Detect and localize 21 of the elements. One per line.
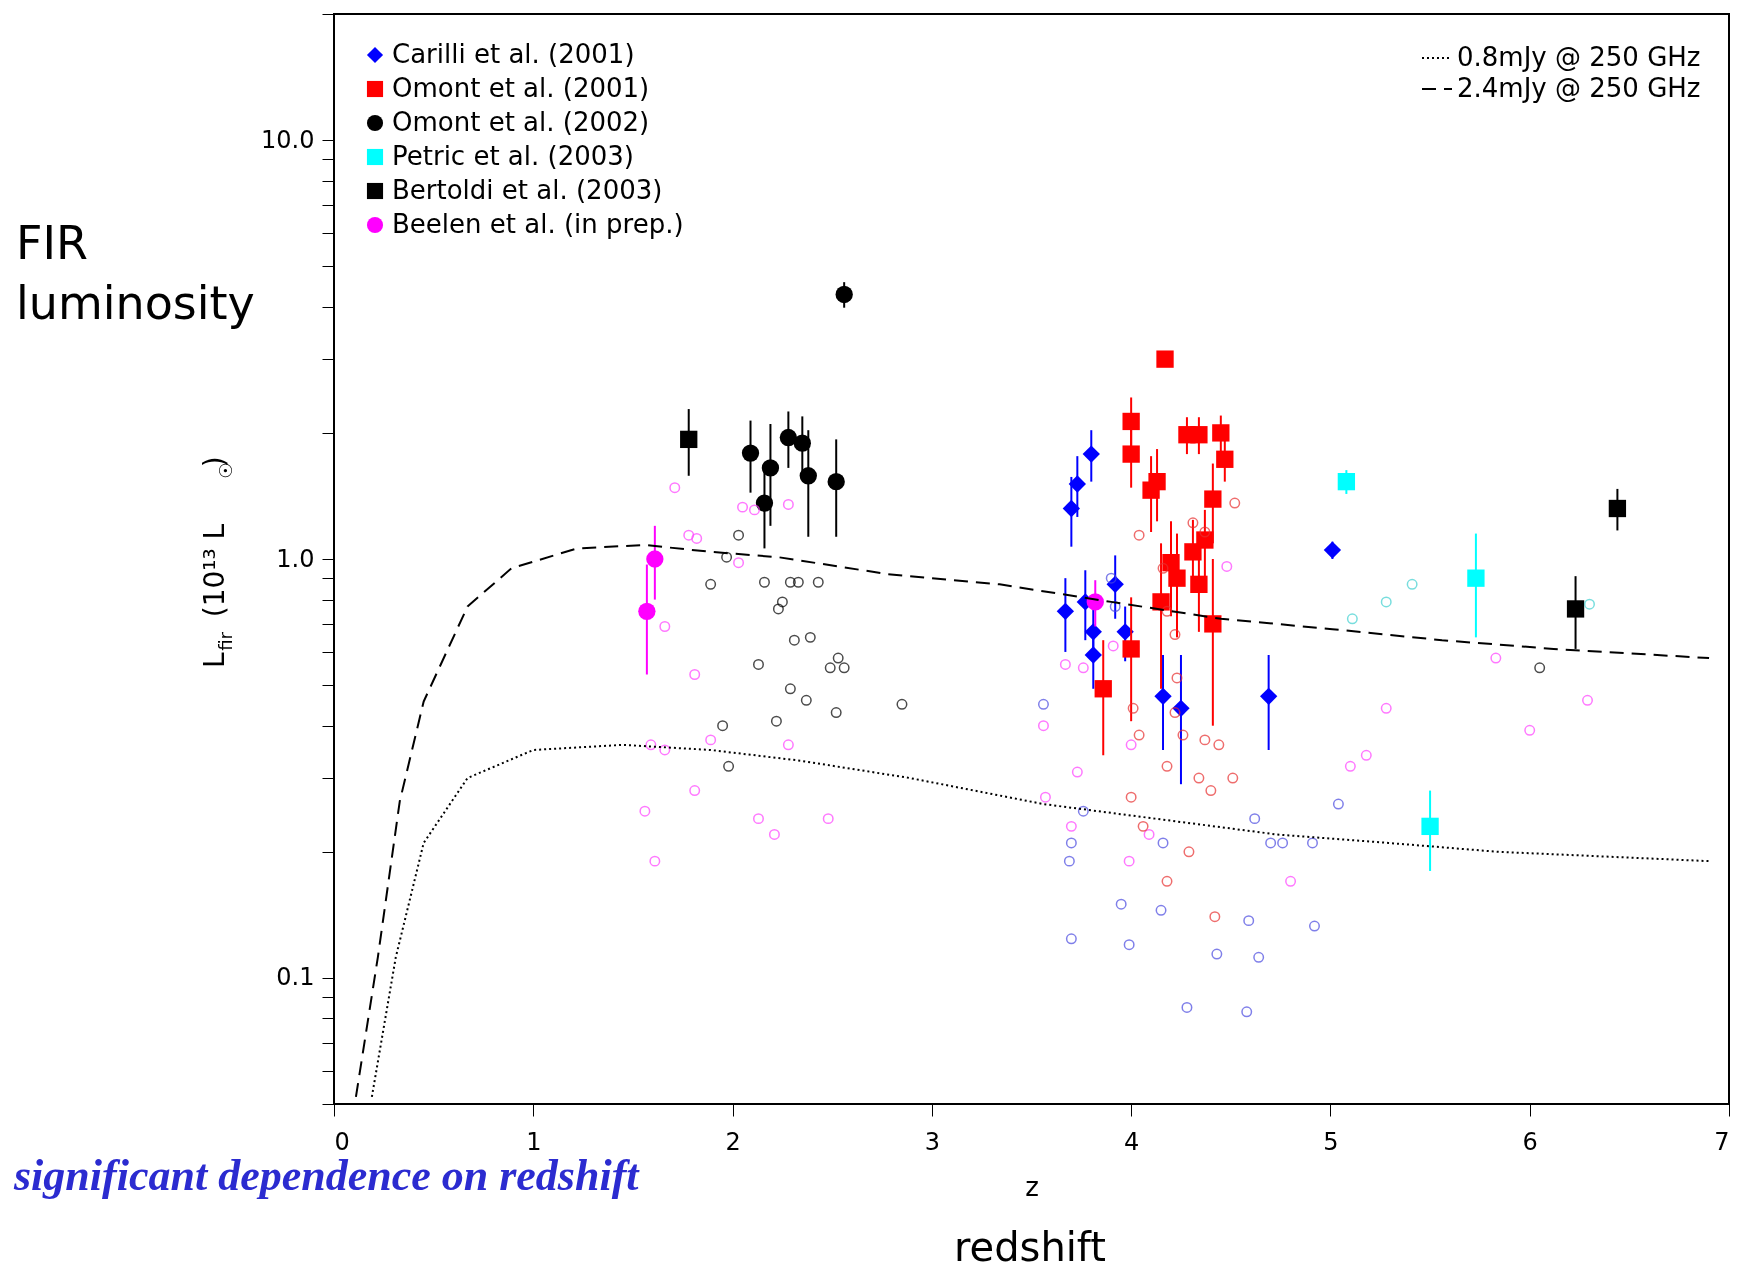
x-axis-title: z [1025,1171,1039,1202]
legend-label: Petric et al. (2003) [392,141,635,171]
x-tick-label: 2 [725,1127,741,1156]
y-tick-label: 0.1 [276,963,315,992]
x-tick-label: 5 [1323,1127,1339,1156]
legend-label: Bertoldi et al. (2003) [392,175,663,205]
legend-label: Omont et al. (2001) [392,73,650,103]
y-tick-label: 1.0 [276,544,315,573]
legend-label: Omont et al. (2002) [392,107,650,137]
text: FIR luminosity [16,216,255,330]
x-tick-label: 4 [1124,1127,1140,1156]
x-tick-label: 7 [1714,1127,1730,1156]
legend-label: 0.8mJy @ 250 GHz [1457,42,1701,72]
text: redshift [954,1224,1106,1270]
text: Lfir (10¹³ L☉) [198,456,236,669]
legend-label: Beelen et al. (in prep.) [392,209,684,239]
legend-label: Carilli et al. (2001) [392,39,635,69]
x-tick-label: 3 [924,1127,940,1156]
y-tick-label: 10.0 [261,125,315,154]
legend-label: 2.4mJy @ 250 GHz [1457,73,1701,103]
x-tick-label: 6 [1522,1127,1538,1156]
